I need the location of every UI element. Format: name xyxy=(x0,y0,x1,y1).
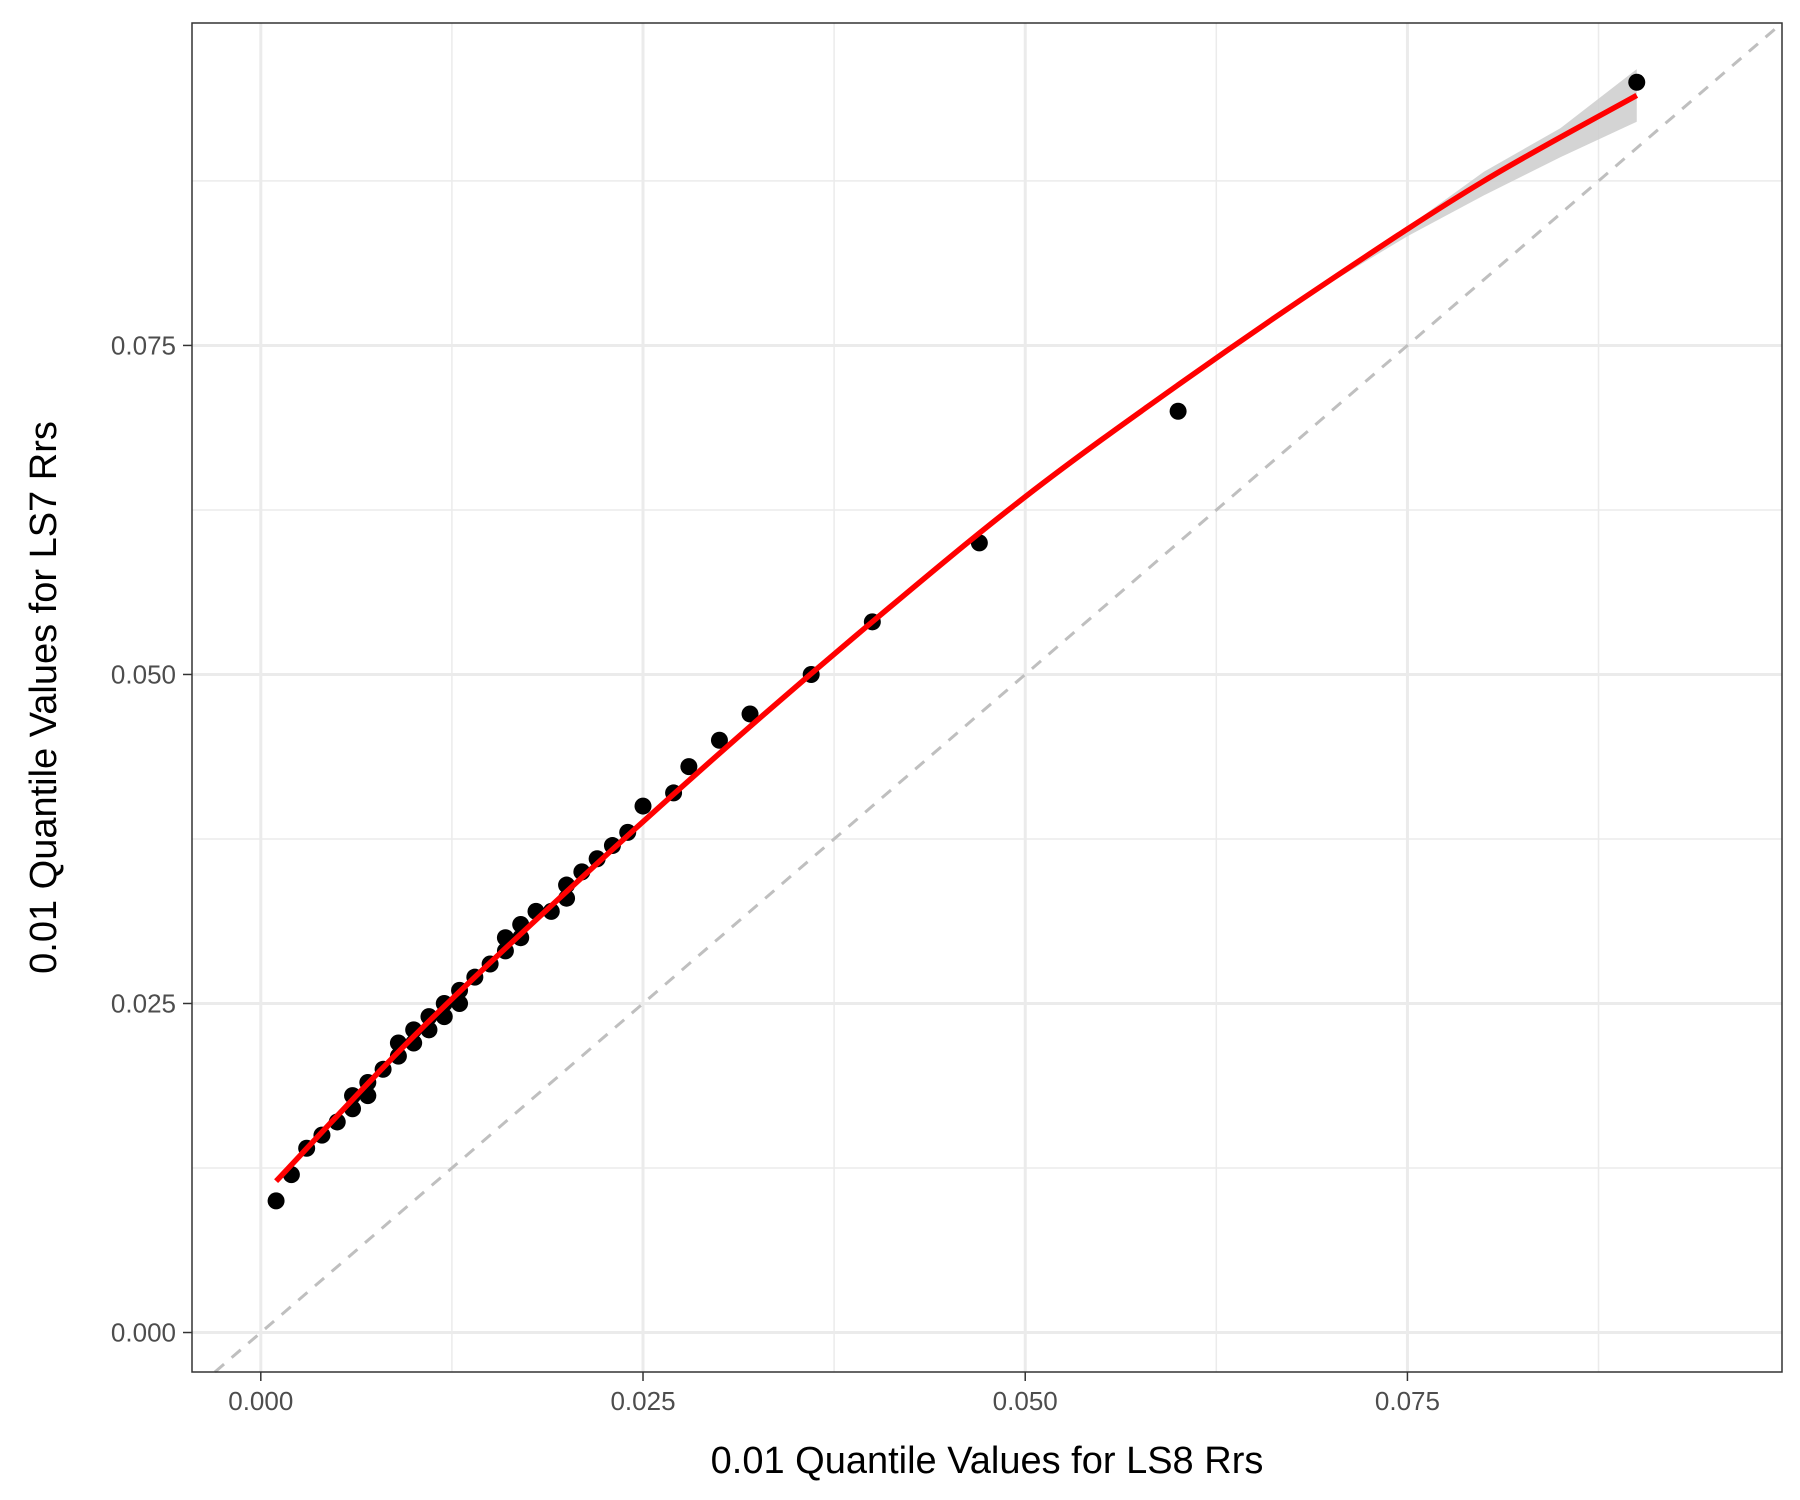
y-tick-label: 0.075 xyxy=(111,330,176,360)
data-point xyxy=(389,1047,407,1065)
fit-curve-line xyxy=(274,92,1639,1184)
y-tick-label: 0.025 xyxy=(111,988,176,1018)
panel-border xyxy=(191,22,1783,1373)
y-axis-ticks: 0.000 0.025 0.050 0.075 xyxy=(111,330,192,1348)
data-point xyxy=(267,1192,285,1210)
reference-dashed-line xyxy=(213,21,1783,1374)
data-point xyxy=(1628,73,1646,91)
y-tick-label: 0.050 xyxy=(111,659,176,689)
x-tick-label: 0.050 xyxy=(993,1386,1058,1416)
data-point xyxy=(1169,402,1187,420)
y-axis-title: 0.01 Quantile Values for LS7 Rrs xyxy=(23,421,65,974)
x-axis-title: 0.01 Quantile Values for LS8 Rrs xyxy=(711,1440,1264,1482)
x-tick-label: 0.000 xyxy=(228,1386,293,1416)
fit-curve xyxy=(274,92,1639,1184)
x-tick-label: 0.075 xyxy=(1375,1386,1440,1416)
x-tick-label: 0.025 xyxy=(610,1386,675,1416)
data-point xyxy=(680,758,698,776)
data-point xyxy=(741,705,759,723)
y-tick-label: 0.000 xyxy=(111,1318,176,1348)
data-point xyxy=(710,731,728,749)
minor-gridlines xyxy=(192,23,1782,1372)
x-axis-ticks: 0.000 0.025 0.050 0.075 xyxy=(228,1372,1440,1416)
identity-reference-line xyxy=(213,21,1783,1374)
data-point xyxy=(634,797,652,815)
